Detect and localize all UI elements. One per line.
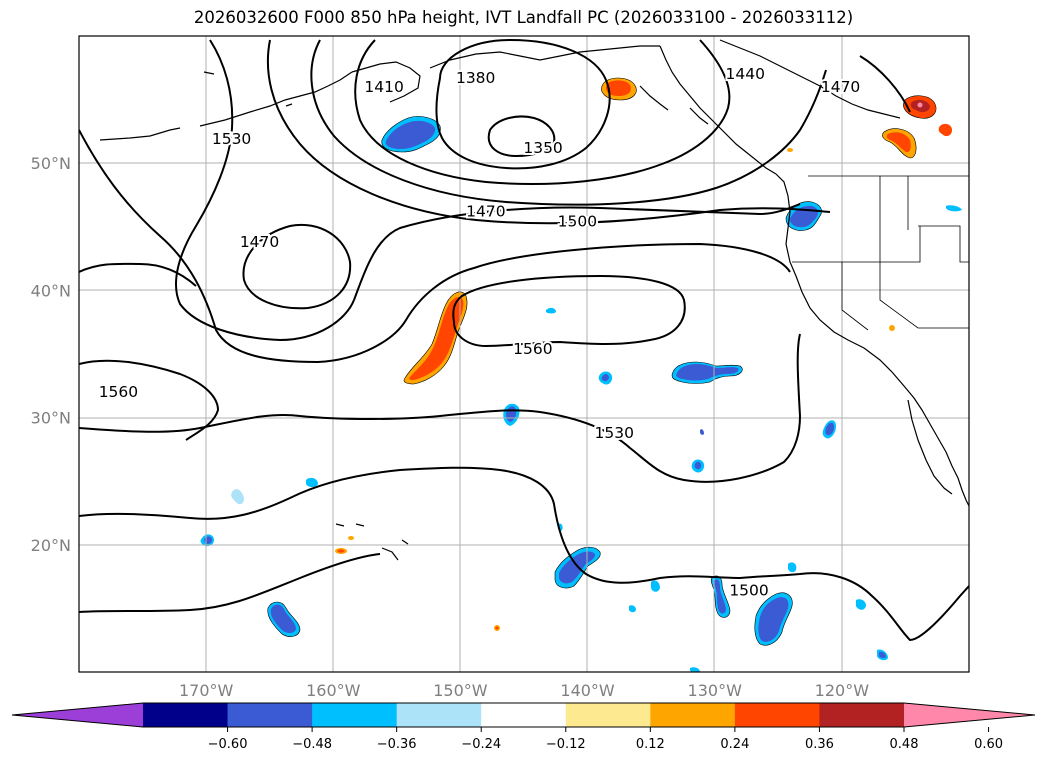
contour-label-10: 1560 xyxy=(99,383,138,401)
colorbar-extend-low xyxy=(12,703,143,727)
colorbar-tick-label-6: 0.24 xyxy=(720,737,749,752)
colorbar-outline xyxy=(11,702,1036,728)
coastlines xyxy=(99,39,969,561)
contour-label-3: 1530 xyxy=(212,130,251,148)
colorbar-segment-1 xyxy=(227,703,313,727)
political-borders xyxy=(792,175,969,331)
contour-label-11: 1530 xyxy=(595,424,634,442)
lat-tick-label-1: 40°N xyxy=(31,281,71,300)
graticule xyxy=(79,36,969,672)
colorbar-tick-label-8: 0.48 xyxy=(890,737,919,752)
colorbar-tick-label-4: −0.12 xyxy=(546,737,586,752)
colorbar-segment-5 xyxy=(565,703,651,727)
contour-label-0: 1380 xyxy=(456,69,495,87)
colorbar: −0.60 −0.48 −0.36 −0.24 −0.12 0.12 0.24 0.36 0.4… xyxy=(11,702,1036,752)
lon-tick-label-5: 120°W xyxy=(815,681,870,700)
latitude-tick-labels: 50°N 40°N 30°N 20°N xyxy=(31,154,71,555)
contour-label-12: 1500 xyxy=(729,582,768,600)
colorbar-segment-3 xyxy=(396,703,482,727)
lat-tick-label-3: 20°N xyxy=(31,536,71,555)
contour-label-6: 1470 xyxy=(466,203,505,221)
colorbar-tick-label-7: 0.36 xyxy=(805,737,834,752)
longitude-tick-labels: 170°W 160°W 150°W 140°W 130°W 120°W xyxy=(179,681,869,700)
colorbar-tick-label-5: 0.12 xyxy=(636,737,665,752)
colorbar-segment-6 xyxy=(650,703,736,727)
lon-tick-label-1: 160°W xyxy=(306,681,361,700)
contour-label-7: 1500 xyxy=(558,213,597,231)
lon-tick-label-2: 150°W xyxy=(433,681,488,700)
colorbar-tick-label-2: −0.36 xyxy=(377,737,417,752)
colorbar-extend-high xyxy=(904,703,1035,727)
colorbar-segment-0 xyxy=(143,703,229,727)
lon-tick-label-3: 140°W xyxy=(560,681,615,700)
lon-tick-label-0: 170°W xyxy=(179,681,234,700)
colorbar-tick-label-3: −0.24 xyxy=(461,737,501,752)
colorbar-tick-label-9: 0.60 xyxy=(974,737,1003,752)
map-title: 2026032600 F000 850 hPa height, IVT Land… xyxy=(193,8,854,27)
colorbar-tick-label-1: −0.48 xyxy=(292,737,332,752)
contour-label-5: 1470 xyxy=(821,78,860,96)
colorbar-segment-8 xyxy=(819,703,905,727)
lat-tick-label-0: 50°N xyxy=(31,154,71,173)
lon-tick-label-4: 130°W xyxy=(688,681,743,700)
ivt-negative-area xyxy=(200,116,962,672)
ivt-shading xyxy=(200,78,962,672)
contour-label-8: 1470 xyxy=(240,233,279,251)
colorbar-segment-2 xyxy=(312,703,398,727)
contour-label-2: 1350 xyxy=(523,139,562,157)
contour-label-1: 1410 xyxy=(364,78,403,96)
colorbar-segment-4 xyxy=(481,703,567,727)
contour-label-4: 1440 xyxy=(726,65,765,83)
lat-tick-label-2: 30°N xyxy=(31,409,71,428)
ivt-positive-area xyxy=(335,78,952,631)
contour-labels: 1380 1410 1350 1530 1440 1470 1470 1500 1470 1560… xyxy=(97,63,863,601)
height-contours xyxy=(79,38,969,642)
colorbar-segment-7 xyxy=(734,703,820,727)
colorbar-tick-label-0: −0.60 xyxy=(208,737,248,752)
map-frame xyxy=(78,35,970,673)
contour-label-9: 1560 xyxy=(513,340,552,358)
ivt-outline xyxy=(267,77,937,646)
